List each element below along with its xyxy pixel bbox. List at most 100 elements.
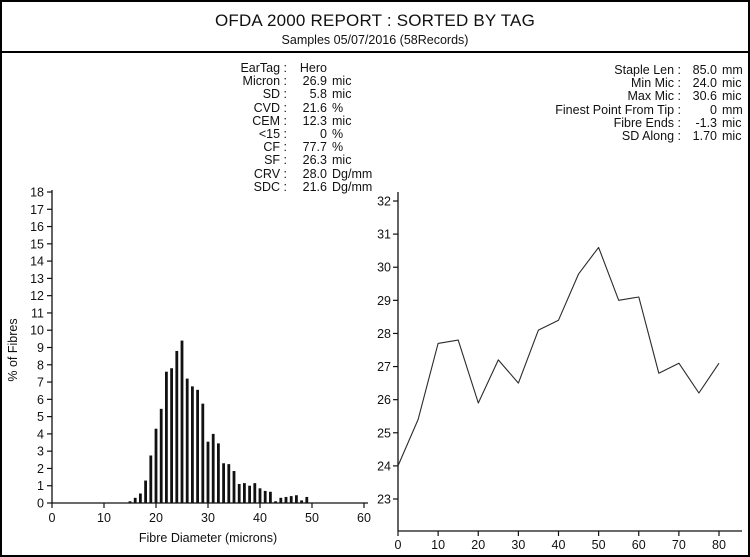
y-tick-label: 6 bbox=[37, 393, 44, 407]
histogram-bar bbox=[232, 471, 236, 503]
y-tick-label: 16 bbox=[30, 220, 44, 234]
stat-value: 77.7 bbox=[302, 140, 327, 155]
stat-unit: Dg/mm bbox=[332, 166, 373, 181]
histogram-bar bbox=[133, 497, 137, 503]
stat-value: 21.6 bbox=[302, 179, 327, 194]
y-tick-label: 32 bbox=[377, 195, 391, 209]
histogram-bar bbox=[284, 496, 288, 503]
histogram-bar bbox=[196, 389, 199, 503]
stat-unit: mic bbox=[722, 115, 742, 130]
x-tick-label: 60 bbox=[357, 511, 371, 525]
stat-value: Hero bbox=[299, 61, 327, 75]
stat-row: CF : 77.7% bbox=[162, 141, 372, 154]
stat-label: <15 : bbox=[258, 127, 287, 142]
stat-value: 30.6 bbox=[692, 89, 717, 104]
staple-stats-block: Staple Len :85.0 mm Min Mic :24.0 mic Max Mi… bbox=[457, 63, 743, 144]
y-tick-label: 24 bbox=[377, 459, 391, 473]
histogram-bar bbox=[191, 386, 194, 503]
x-tick-label: 60 bbox=[632, 538, 646, 552]
stat-row: Finest Point From Tip : 0 mm bbox=[457, 102, 743, 117]
stat-label: CF : bbox=[263, 140, 287, 155]
y-tick-label: 11 bbox=[31, 306, 44, 320]
x-tick-label: 0 bbox=[49, 511, 56, 525]
stat-row: SF : 26.3 mic bbox=[162, 154, 372, 167]
histogram-bar bbox=[139, 493, 142, 503]
stat-value: 1.70 bbox=[692, 129, 717, 144]
stat-row: SD : 5.8 mic bbox=[162, 88, 372, 101]
y-tick-label: 4 bbox=[37, 427, 44, 441]
stat-unit: mic bbox=[332, 74, 352, 89]
stat-value: 24.0 bbox=[692, 76, 717, 91]
histogram-bar bbox=[274, 501, 277, 503]
histogram-bar bbox=[185, 378, 189, 503]
stat-label: Min Mic : bbox=[631, 76, 681, 91]
stat-unit: mm bbox=[722, 63, 743, 77]
stat-unit: mic bbox=[722, 89, 742, 104]
stat-value: 26.3 bbox=[302, 153, 327, 168]
histogram-bar bbox=[227, 464, 231, 503]
histogram-bar bbox=[237, 483, 241, 503]
histogram-bar bbox=[222, 463, 225, 503]
stat-value: 21.6 bbox=[302, 100, 327, 115]
y-tick-label: 31 bbox=[377, 228, 391, 242]
stat-label: Finest Point From Tip : bbox=[555, 102, 681, 117]
histogram-bar bbox=[154, 428, 158, 503]
histogram-bar bbox=[269, 491, 272, 503]
y-tick-label: 1 bbox=[37, 479, 44, 493]
stat-unit: mm bbox=[722, 102, 743, 117]
stat-label: SF : bbox=[264, 153, 287, 168]
histogram-bar bbox=[289, 496, 293, 503]
y-tick-label: 2 bbox=[37, 462, 44, 476]
title-band: OFDA 2000 REPORT : SORTED BY TAG Samples… bbox=[2, 2, 748, 53]
stat-value: 0 bbox=[320, 127, 327, 142]
y-tick-label: 29 bbox=[377, 294, 391, 308]
x-tick-label: 20 bbox=[471, 538, 485, 552]
histogram-bar bbox=[217, 443, 220, 503]
stat-unit: % bbox=[332, 127, 344, 142]
y-tick-label: 8 bbox=[37, 358, 44, 372]
stat-label: CVD : bbox=[253, 100, 287, 115]
stat-label: CRV : bbox=[253, 166, 287, 181]
y-tick-label: 26 bbox=[377, 393, 391, 407]
stat-unit: mic bbox=[332, 153, 352, 168]
y-axis-title: % of Fibres bbox=[6, 318, 20, 381]
x-tick-label: 50 bbox=[305, 511, 319, 525]
y-tick-label: 15 bbox=[30, 237, 44, 251]
y-tick-label: 9 bbox=[37, 341, 44, 355]
x-tick-label: 30 bbox=[511, 538, 525, 552]
x-tick-label: 20 bbox=[149, 511, 163, 525]
y-tick-label: 12 bbox=[30, 289, 44, 303]
histogram-bar bbox=[300, 500, 303, 503]
x-tick-label: 40 bbox=[253, 511, 267, 525]
stat-row: Fibre Ends : -1.3 mic bbox=[457, 115, 743, 130]
y-tick-label: 30 bbox=[377, 261, 391, 275]
y-tick-label: 5 bbox=[37, 410, 44, 424]
stat-label: SDC : bbox=[253, 179, 287, 194]
y-tick-label: 18 bbox=[30, 186, 44, 200]
stat-label: Fibre Ends : bbox=[613, 115, 681, 130]
stat-row: CEM : 12.3 mic bbox=[162, 113, 372, 128]
x-tick-label: 40 bbox=[552, 538, 566, 552]
stat-unit: % bbox=[332, 140, 344, 155]
stat-row: Staple Len : 85.0 mm bbox=[457, 63, 743, 77]
stat-value: -1.3 bbox=[695, 115, 717, 130]
stat-row: SD Along : 1.70 mic bbox=[457, 129, 743, 144]
histogram-bar bbox=[258, 488, 262, 503]
histogram-bar bbox=[279, 497, 283, 503]
stat-row: CVD : 21.6% bbox=[162, 100, 372, 115]
stat-unit: Dg/mm bbox=[332, 179, 373, 194]
micron-profile-line bbox=[397, 246, 720, 467]
stat-value: 28.0 bbox=[302, 166, 327, 181]
stat-row: SDC : 21.6 Dg/mm bbox=[162, 179, 373, 194]
x-tick-label: 10 bbox=[431, 538, 445, 552]
y-tick-label: 10 bbox=[30, 324, 44, 338]
stat-label: CEM : bbox=[252, 113, 287, 128]
y-tick-label: 14 bbox=[30, 255, 44, 269]
x-tick-label: 70 bbox=[672, 538, 686, 552]
x-axis-title: Fibre Diameter (microns) bbox=[139, 531, 277, 545]
histogram-bar bbox=[206, 441, 210, 503]
stat-value: 26.9 bbox=[302, 74, 327, 89]
histogram-bar bbox=[170, 368, 173, 503]
histogram-bar bbox=[128, 501, 132, 503]
